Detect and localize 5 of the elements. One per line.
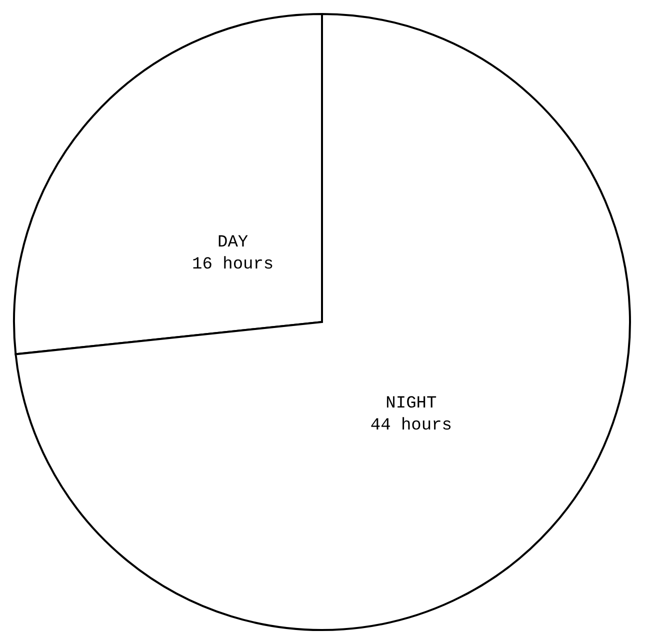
data-label: 16 hours (192, 256, 274, 275)
slice-label: DAY (218, 234, 248, 253)
pie-slice (14, 13, 631, 630)
data-label: 44 hours (370, 416, 452, 436)
slice-label: NIGHT (386, 394, 437, 414)
